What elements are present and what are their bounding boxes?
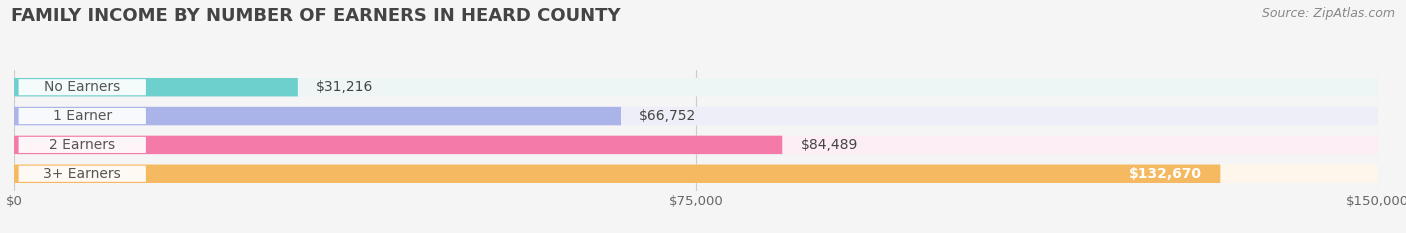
Text: Source: ZipAtlas.com: Source: ZipAtlas.com: [1261, 7, 1395, 20]
FancyBboxPatch shape: [14, 107, 1378, 125]
Text: 3+ Earners: 3+ Earners: [44, 167, 121, 181]
FancyBboxPatch shape: [14, 164, 1378, 183]
Text: $66,752: $66,752: [640, 109, 696, 123]
FancyBboxPatch shape: [18, 79, 146, 95]
Text: FAMILY INCOME BY NUMBER OF EARNERS IN HEARD COUNTY: FAMILY INCOME BY NUMBER OF EARNERS IN HE…: [11, 7, 621, 25]
Text: No Earners: No Earners: [44, 80, 121, 94]
Text: 1 Earner: 1 Earner: [52, 109, 112, 123]
Text: $132,670: $132,670: [1129, 167, 1202, 181]
FancyBboxPatch shape: [18, 108, 146, 124]
FancyBboxPatch shape: [18, 166, 146, 182]
Text: 2 Earners: 2 Earners: [49, 138, 115, 152]
FancyBboxPatch shape: [14, 78, 1378, 96]
FancyBboxPatch shape: [14, 78, 298, 96]
FancyBboxPatch shape: [14, 164, 1220, 183]
FancyBboxPatch shape: [14, 107, 621, 125]
FancyBboxPatch shape: [18, 137, 146, 153]
FancyBboxPatch shape: [14, 136, 782, 154]
Text: $31,216: $31,216: [316, 80, 374, 94]
FancyBboxPatch shape: [14, 136, 1378, 154]
Text: $84,489: $84,489: [800, 138, 858, 152]
